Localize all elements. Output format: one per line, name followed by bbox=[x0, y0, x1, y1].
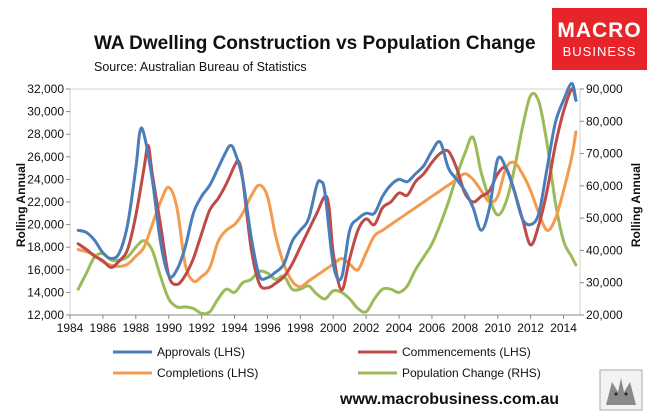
right-tick-label: 50,000 bbox=[586, 211, 623, 225]
right-tick-label: 40,000 bbox=[586, 243, 623, 257]
x-tick-label: 2010 bbox=[484, 321, 511, 335]
logo-line-1: MACRO bbox=[557, 19, 641, 42]
x-tick-label: 2002 bbox=[353, 321, 380, 335]
left-tick-label: 22,000 bbox=[27, 195, 64, 209]
right-tick-label: 80,000 bbox=[586, 114, 623, 128]
series-group bbox=[76, 81, 578, 316]
wolf-emblem-icon bbox=[599, 369, 643, 411]
logo-line-2: BUSINESS bbox=[563, 44, 637, 59]
x-tick-label: 1992 bbox=[188, 321, 215, 335]
x-tick-label: 1984 bbox=[57, 321, 84, 335]
x-tick-label: 1988 bbox=[122, 321, 149, 335]
x-tick-label: 1986 bbox=[90, 321, 117, 335]
x-tick-label: 2000 bbox=[320, 321, 347, 335]
left-tick-label: 28,000 bbox=[27, 127, 64, 141]
chart-subtitle: Source: Australian Bureau of Statistics bbox=[94, 60, 307, 74]
left-tick-label: 30,000 bbox=[27, 105, 64, 119]
x-tick-label: 2006 bbox=[419, 321, 446, 335]
left-tick-label: 12,000 bbox=[27, 308, 64, 322]
website-url: www.macrobusiness.com.au bbox=[339, 391, 559, 408]
series-line-completions bbox=[76, 130, 578, 289]
logo-background bbox=[552, 8, 647, 70]
x-tick-label: 2008 bbox=[451, 321, 478, 335]
legend-label-commencements: Commencements (LHS) bbox=[402, 345, 531, 359]
left-tick-label: 16,000 bbox=[27, 263, 64, 277]
left-tick-label: 24,000 bbox=[27, 172, 64, 186]
x-tick-label: 2012 bbox=[517, 321, 544, 335]
x-tick-label: 2014 bbox=[550, 321, 577, 335]
right-axis: 20,000 30,000 40,000 50,000 60,000 70,000 80,0… bbox=[580, 82, 623, 322]
x-tick-label: 1994 bbox=[221, 321, 248, 335]
legend: Approvals (LHS) Commencements (LHS) Comp… bbox=[113, 345, 541, 380]
x-axis: 1984 1986 1988 1990 1992 1994 1996 1998 2000 2002… bbox=[57, 315, 577, 335]
series-line-population-change bbox=[76, 92, 578, 316]
macro-business-logo: MACRO BUSINESS bbox=[552, 8, 647, 70]
legend-label-approvals: Approvals (LHS) bbox=[157, 345, 245, 359]
left-tick-label: 14,000 bbox=[27, 285, 64, 299]
series-line-approvals bbox=[76, 81, 578, 282]
left-tick-label: 32,000 bbox=[27, 82, 64, 96]
right-tick-label: 60,000 bbox=[586, 179, 623, 193]
left-axis: 12,000 14,000 16,000 18,000 20,000 22,000 24,0… bbox=[27, 82, 70, 322]
left-tick-label: 20,000 bbox=[27, 218, 64, 232]
left-axis-title: Rolling Annual bbox=[14, 163, 28, 247]
x-tick-label: 2004 bbox=[386, 321, 413, 335]
x-tick-label: 1996 bbox=[254, 321, 281, 335]
chart-title: WA Dwelling Construction vs Population C… bbox=[94, 33, 536, 54]
legend-label-completions: Completions (LHS) bbox=[157, 366, 258, 380]
right-axis-title: Rolling Annual bbox=[629, 163, 643, 247]
left-tick-label: 18,000 bbox=[27, 240, 64, 254]
x-tick-label: 1990 bbox=[155, 321, 182, 335]
legend-label-population: Population Change (RHS) bbox=[402, 366, 541, 380]
right-tick-label: 20,000 bbox=[586, 308, 623, 322]
right-tick-label: 30,000 bbox=[586, 276, 623, 290]
right-tick-label: 90,000 bbox=[586, 82, 623, 96]
x-tick-label: 1998 bbox=[287, 321, 314, 335]
right-tick-label: 70,000 bbox=[586, 147, 623, 161]
left-tick-label: 26,000 bbox=[27, 150, 64, 164]
